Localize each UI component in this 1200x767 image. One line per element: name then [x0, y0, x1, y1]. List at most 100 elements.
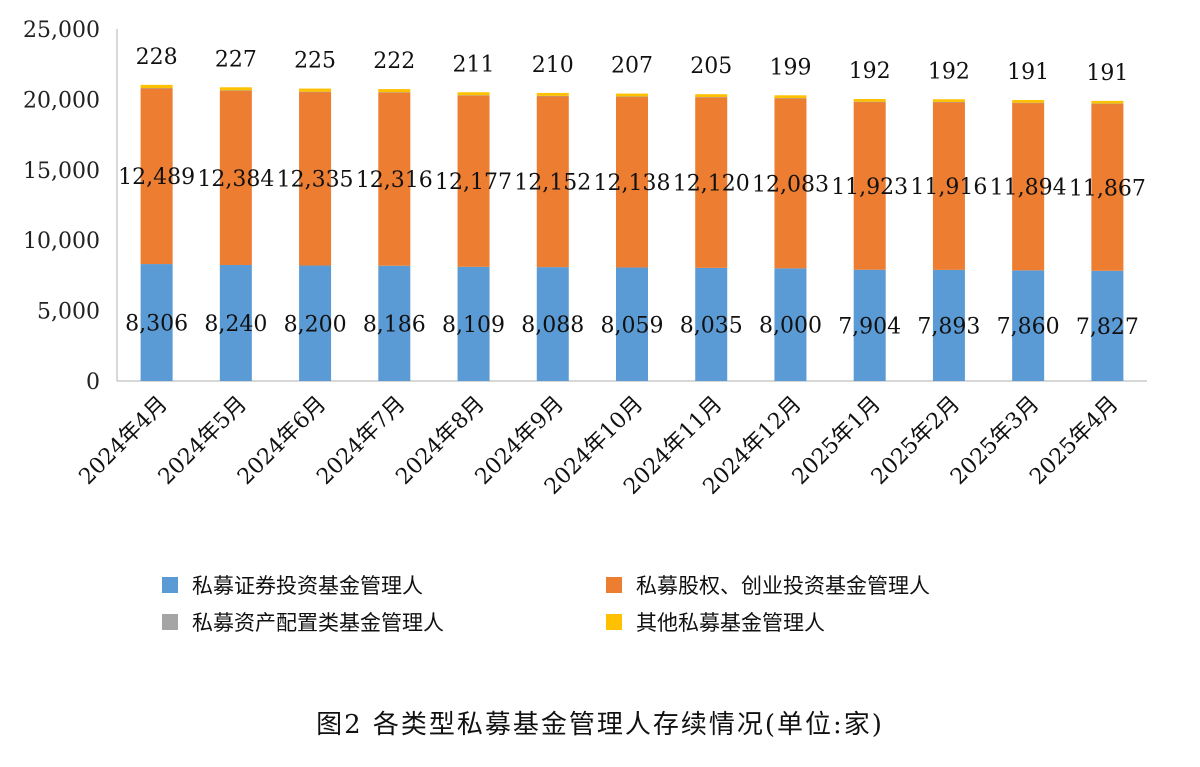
data-label-equity-vc: 11,923: [831, 175, 908, 200]
data-label-securities: 7,827: [1076, 315, 1139, 340]
data-label-securities: 7,860: [997, 315, 1060, 340]
bar-segment-2: [853, 101, 886, 270]
y-tick-label: 25,000: [23, 18, 100, 43]
bar-segment-3: [219, 90, 252, 91]
bar-segment-3: [378, 92, 411, 93]
bar-segment-1: [299, 265, 332, 381]
data-label-equity-vc: 12,152: [514, 171, 591, 196]
bar-segment-4: [1012, 100, 1045, 103]
data-label-securities: 8,088: [521, 313, 584, 338]
bar-segment-1: [853, 269, 886, 381]
bar-segment-4: [695, 94, 728, 98]
data-label-other: 228: [136, 45, 178, 70]
y-tick-label: 20,000: [23, 88, 100, 113]
legend-item-equity-vc: 私募股权、创业投资基金管理人: [606, 570, 930, 600]
bar-segment-2: [1012, 102, 1045, 271]
legend-item-securities: 私募证券投资基金管理人: [162, 570, 423, 600]
bar-segment-1: [616, 267, 648, 381]
stacked-bar-chart: 0 5,000 10,000 15,000 20,000 25,000 8,306 12,48…: [23, 18, 1147, 500]
bar-segment-3: [932, 101, 965, 103]
bar-segment-4: [932, 99, 965, 102]
data-label-other: 211: [453, 52, 495, 77]
data-label-securities: 8,035: [680, 313, 743, 338]
data-label-securities: 8,240: [204, 312, 267, 337]
bar-segment-3: [536, 95, 569, 97]
bar-segment-1: [378, 265, 411, 381]
bar-segment-2: [695, 97, 728, 268]
bar-segment-4: [853, 99, 886, 102]
data-label-securities: 8,306: [125, 312, 188, 337]
legend-swatch-equity-vc: [606, 577, 622, 593]
bar-segment-3: [695, 97, 728, 98]
data-label-other: 227: [215, 47, 257, 72]
data-label-other: 207: [611, 54, 653, 79]
bar-segment-4: [299, 88, 332, 92]
y-tick-label: 10,000: [23, 229, 100, 254]
data-label-equity-vc: 12,177: [435, 170, 512, 195]
bar-segment-3: [299, 91, 332, 93]
bar-segment-4: [378, 89, 411, 93]
data-label-other: 210: [532, 53, 574, 78]
data-label-securities: 7,904: [838, 314, 901, 339]
bar-segment-3: [616, 96, 648, 97]
data-label-other: 192: [849, 59, 891, 84]
data-label-equity-vc: 11,894: [990, 176, 1067, 201]
legend-label-securities: 私募证券投资基金管理人: [192, 574, 423, 598]
data-label-other: 192: [928, 59, 970, 84]
bar-segment-1: [1012, 270, 1045, 381]
y-tick-label: 15,000: [23, 159, 100, 184]
bar-segment-1: [774, 268, 807, 381]
bar-segment-2: [378, 92, 411, 266]
bar-segment-2: [616, 96, 648, 268]
legend-label-asset-allocation: 私募资产配置类基金管理人: [192, 611, 444, 635]
bar-segment-4: [616, 93, 648, 97]
bar-segment-1: [536, 267, 569, 381]
data-label-equity-vc: 12,120: [673, 172, 750, 197]
y-tick-label: 0: [86, 370, 100, 395]
bar-segment-2: [457, 95, 490, 267]
data-label-equity-vc: 11,916: [910, 175, 987, 200]
y-tick-label: 5,000: [37, 300, 100, 325]
bar-segment-2: [774, 98, 807, 269]
bar-segment-1: [932, 269, 965, 381]
bar-segment-2: [536, 96, 569, 268]
figure-caption: 图2 各类型私募基金管理人存续情况(单位:家): [316, 710, 884, 740]
legend-swatch-other: [606, 614, 622, 630]
data-label-other: 205: [690, 54, 732, 79]
data-label-equity-vc: 12,384: [197, 167, 274, 192]
legend-label-equity-vc: 私募股权、创业投资基金管理人: [636, 574, 930, 598]
legend-item-other: 其他私募基金管理人: [606, 607, 825, 637]
data-label-equity-vc: 12,335: [277, 168, 354, 193]
bar-segment-4: [457, 92, 490, 96]
data-label-securities: 8,186: [363, 312, 426, 337]
bar-segment-3: [1091, 103, 1124, 105]
legend-label-other: 其他私募基金管理人: [636, 611, 825, 635]
bar-segment-3: [1012, 102, 1045, 104]
data-label-other: 191: [1007, 60, 1049, 85]
data-label-other: 222: [373, 49, 415, 74]
bar-segment-2: [299, 91, 332, 266]
bar-segment-2: [219, 90, 252, 265]
data-label-other: 225: [294, 49, 336, 74]
data-label-securities: 7,893: [917, 314, 980, 339]
bar-segment-2: [1091, 103, 1124, 271]
bar-segment-4: [774, 95, 807, 99]
bar-segment-4: [219, 87, 252, 91]
data-label-equity-vc: 12,083: [752, 172, 829, 197]
data-label-equity-vc: 11,867: [1069, 176, 1146, 201]
data-label-securities: 8,200: [284, 312, 347, 337]
data-label-other: 199: [769, 55, 811, 80]
data-label-equity-vc: 12,316: [356, 168, 433, 193]
data-label-securities: 8,000: [759, 314, 822, 339]
legend-swatch-asset-allocation: [162, 614, 178, 630]
bar-segment-1: [457, 266, 490, 381]
data-label-equity-vc: 12,138: [594, 171, 671, 196]
data-label-equity-vc: 12,489: [118, 165, 195, 190]
data-label-securities: 8,109: [442, 313, 505, 338]
bar-segment-2: [140, 88, 173, 265]
legend-item-asset-allocation: 私募资产配置类基金管理人: [162, 607, 444, 637]
chart-legend: 私募证券投资基金管理人 私募股权、创业投资基金管理人 私募资产配置类基金管理人 …: [0, 560, 1200, 640]
legend-swatch-securities: [162, 577, 178, 593]
bar-segment-4: [1091, 100, 1124, 104]
bar-segment-1: [695, 267, 728, 381]
